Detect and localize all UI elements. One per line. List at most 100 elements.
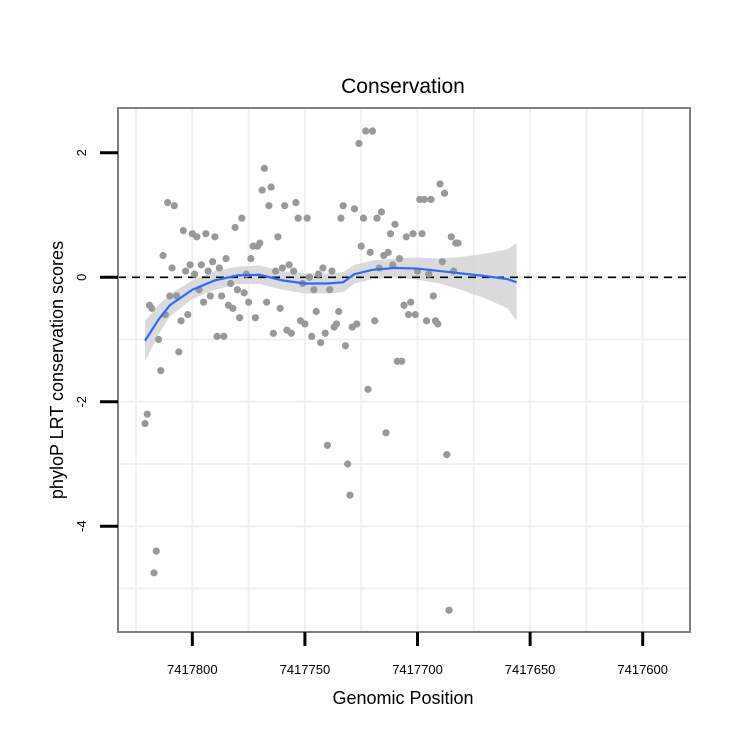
x-tick-label: 7417650 bbox=[505, 662, 556, 677]
data-point bbox=[285, 261, 293, 269]
data-point bbox=[362, 127, 370, 135]
data-point bbox=[310, 286, 318, 294]
x-tick-label: 7417600 bbox=[617, 662, 668, 677]
data-point bbox=[179, 226, 187, 235]
data-point bbox=[326, 286, 334, 294]
data-point bbox=[377, 208, 386, 216]
data-point bbox=[404, 311, 413, 319]
data-point bbox=[411, 311, 419, 319]
data-point bbox=[398, 357, 406, 365]
data-point bbox=[222, 255, 230, 263]
data-point bbox=[240, 289, 248, 297]
data-point bbox=[204, 267, 212, 275]
data-point bbox=[245, 298, 253, 306]
smooth-line bbox=[144, 266, 517, 342]
data-point bbox=[440, 189, 449, 197]
data-point bbox=[312, 307, 320, 316]
data-point bbox=[443, 451, 451, 459]
data-point bbox=[436, 180, 444, 188]
data-point bbox=[308, 332, 316, 340]
data-point bbox=[263, 298, 271, 306]
data-points bbox=[141, 127, 462, 614]
y-tick-label: -4 bbox=[74, 520, 89, 532]
data-point bbox=[407, 298, 415, 306]
data-point bbox=[150, 569, 158, 577]
data-point bbox=[389, 261, 397, 269]
data-point bbox=[337, 214, 345, 222]
smooth-line-layer bbox=[144, 266, 517, 342]
data-point bbox=[190, 270, 199, 278]
x-tick-label: 7417800 bbox=[167, 662, 218, 677]
confidence-band-layer bbox=[145, 243, 517, 362]
data-point bbox=[454, 239, 462, 247]
data-point bbox=[346, 491, 354, 499]
data-point bbox=[438, 258, 446, 266]
data-point bbox=[425, 270, 433, 278]
data-point bbox=[317, 339, 325, 347]
data-point bbox=[278, 264, 286, 272]
y-tick-label: 0 bbox=[74, 274, 89, 281]
data-point bbox=[233, 286, 241, 294]
data-point bbox=[184, 311, 192, 319]
data-point bbox=[323, 441, 332, 449]
data-point bbox=[206, 292, 214, 300]
data-point bbox=[303, 214, 311, 222]
data-point bbox=[339, 202, 347, 210]
data-point bbox=[359, 214, 368, 222]
data-point bbox=[371, 317, 379, 325]
data-point bbox=[382, 429, 390, 437]
data-point bbox=[292, 198, 300, 207]
data-point bbox=[420, 195, 428, 204]
data-point bbox=[265, 202, 273, 210]
data-point bbox=[287, 329, 296, 337]
data-point bbox=[177, 317, 185, 325]
x-tick-label: 7417750 bbox=[280, 662, 331, 677]
data-point bbox=[434, 320, 442, 328]
data-point bbox=[197, 261, 205, 269]
data-point bbox=[384, 248, 392, 256]
x-axis-ticks: 7417800 7417750 7417700 7417650 7417600 bbox=[167, 632, 668, 677]
data-point bbox=[314, 270, 323, 278]
data-point bbox=[163, 198, 172, 207]
data-point bbox=[143, 410, 151, 418]
y-tick-label: 2 bbox=[74, 149, 89, 156]
data-point bbox=[366, 248, 374, 256]
data-point bbox=[141, 419, 149, 428]
data-point bbox=[202, 230, 210, 238]
data-point bbox=[391, 220, 399, 228]
data-point bbox=[220, 332, 228, 340]
data-point bbox=[238, 214, 246, 222]
data-point bbox=[341, 342, 350, 350]
data-point bbox=[344, 460, 352, 468]
data-point bbox=[395, 255, 404, 263]
data-point bbox=[152, 547, 160, 555]
data-point bbox=[154, 335, 163, 344]
data-point bbox=[193, 233, 201, 241]
data-point bbox=[258, 186, 266, 194]
data-point bbox=[251, 314, 259, 322]
data-point bbox=[350, 205, 359, 213]
data-point bbox=[447, 233, 455, 241]
data-point bbox=[170, 202, 178, 210]
data-point bbox=[211, 233, 219, 241]
y-tick-label: -2 bbox=[74, 396, 89, 408]
data-point bbox=[445, 606, 453, 614]
data-point bbox=[215, 264, 223, 272]
data-point bbox=[229, 304, 237, 312]
data-point bbox=[290, 267, 298, 275]
data-point bbox=[272, 267, 280, 275]
data-point bbox=[148, 304, 156, 312]
data-point bbox=[429, 292, 437, 300]
y-axis-title: phyloP LRT conservation scores bbox=[47, 241, 67, 499]
data-point bbox=[199, 298, 208, 306]
grid-lines bbox=[118, 108, 690, 632]
data-point bbox=[267, 183, 275, 191]
data-point bbox=[281, 202, 289, 210]
data-point bbox=[175, 348, 183, 356]
data-point bbox=[301, 320, 309, 328]
data-point bbox=[186, 261, 194, 269]
data-point bbox=[236, 314, 244, 322]
data-point bbox=[319, 264, 327, 272]
data-point bbox=[172, 292, 181, 300]
